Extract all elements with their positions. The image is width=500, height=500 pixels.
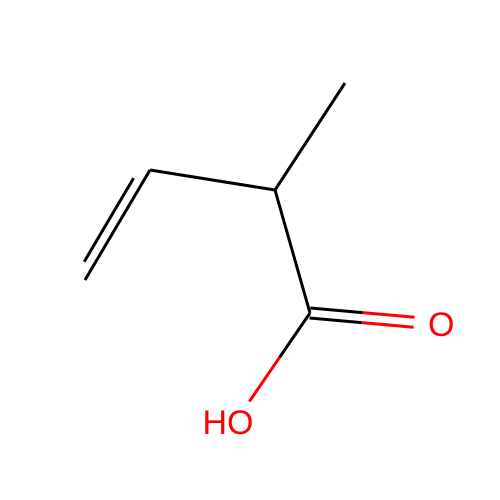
molecule-diagram: O HO (0, 0, 500, 500)
atom-label: O (428, 306, 454, 344)
atom-label: HO (203, 404, 254, 442)
